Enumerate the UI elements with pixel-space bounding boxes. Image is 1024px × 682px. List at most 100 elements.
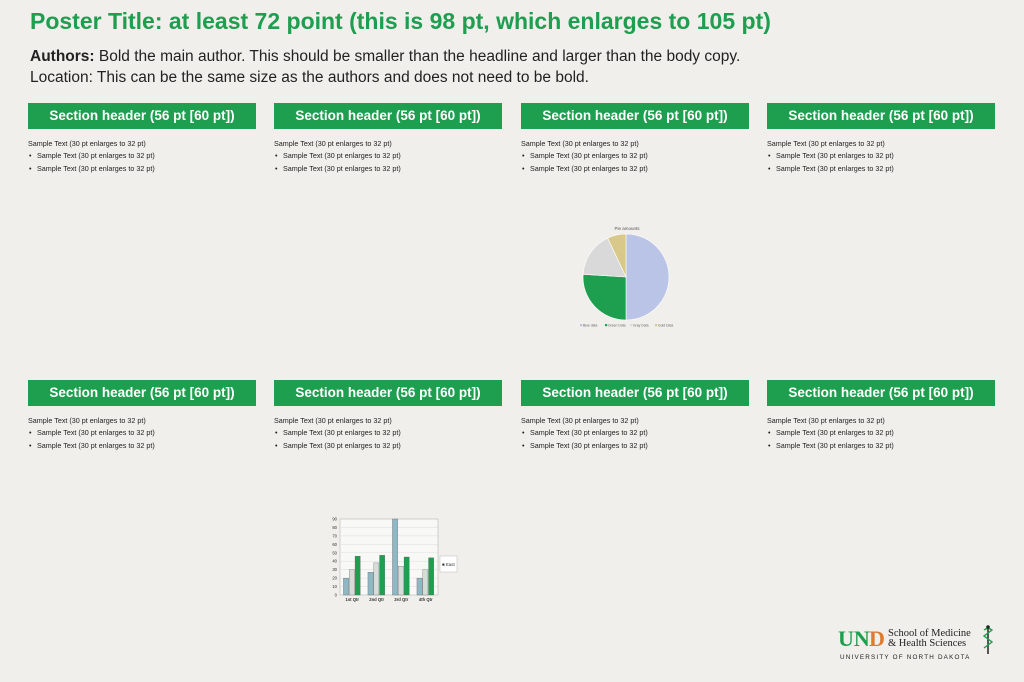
bullet-item: Sample Text (30 pt enlarges to 32 pt) <box>767 427 995 440</box>
bar <box>398 566 404 596</box>
bullet-item: Sample Text (30 pt enlarges to 32 pt) <box>274 163 502 176</box>
y-tick-label: 30 <box>332 567 337 572</box>
section-body: Sample Text (30 pt enlarges to 32 pt) Sa… <box>28 406 256 453</box>
pie-chart-svg: Pie amounts Blue data Green Data Gray Data G… <box>580 226 673 327</box>
bullet-item: Sample Text (30 pt enlarges to 32 pt) <box>767 440 995 453</box>
bar <box>422 569 429 596</box>
section-body: Sample Text (30 pt enlarges to 32 pt) Sa… <box>767 406 995 453</box>
legend-label: Blue data <box>583 323 597 327</box>
pie-slice <box>582 273 627 321</box>
und-mark: UN <box>838 626 870 651</box>
pie-slice <box>582 237 627 278</box>
legend-swatch <box>605 324 608 327</box>
bar-chart: 0 10 20 30 40 50 60 70 80 90 1st Qtr 2nd Qtr 3rd Qtr… <box>326 516 466 608</box>
section-header: Section header (56 pt [60 pt]) <box>274 103 502 129</box>
section-body: Sample Text (30 pt enlarges to 32 pt) Sa… <box>521 406 749 453</box>
school-line-1: School of Medicine <box>888 628 971 639</box>
bullet-item: Sample Text (30 pt enlarges to 32 pt) <box>521 150 749 163</box>
section-top-4: Section header (56 pt [60 pt]) Sample Te… <box>767 103 995 176</box>
bar <box>373 562 380 596</box>
caduceus-icon <box>982 625 994 654</box>
y-tick-label: 20 <box>332 576 337 581</box>
legend-label: Gold Data <box>658 323 673 327</box>
sample-text: Sample Text (30 pt enlarges to 32 pt) <box>274 139 392 148</box>
y-tick-label: 90 <box>332 517 337 522</box>
section-header: Section header (56 pt [60 pt]) <box>521 380 749 406</box>
poster-title: Poster Title: at least 72 point (this is… <box>30 8 771 34</box>
bar-chart-svg: 0 10 20 30 40 50 60 70 80 90 1st Qtr 2nd Qtr 3rd Qtr… <box>332 517 458 602</box>
y-tick-label: 0 <box>335 593 338 598</box>
x-tick-label: 4th Qtr <box>419 597 433 602</box>
section-body: Sample Text (30 pt enlarges to 32 pt) Sa… <box>521 129 749 176</box>
bar <box>428 557 434 596</box>
sample-text: Sample Text (30 pt enlarges to 32 pt) <box>521 139 639 148</box>
authors-text: Bold the main author. This should be sma… <box>98 48 741 65</box>
bar <box>379 555 385 596</box>
bullet-item: Sample Text (30 pt enlarges to 32 pt) <box>521 440 749 453</box>
section-body: Sample Text (30 pt enlarges to 32 pt) Sa… <box>28 129 256 176</box>
x-tick-label: 1st Qtr <box>346 597 360 602</box>
authors-label: Authors: <box>30 48 95 65</box>
bullet-item: Sample Text (30 pt enlarges to 32 pt) <box>274 440 502 453</box>
pie-slice <box>625 233 670 321</box>
pie-title: Pie amounts <box>614 226 640 231</box>
bullet-item: Sample Text (30 pt enlarges to 32 pt) <box>28 150 256 163</box>
und-mark-d: D <box>869 626 885 651</box>
bar <box>367 572 374 596</box>
section-bottom-1: Section header (56 pt [60 pt]) Sample Te… <box>28 380 256 453</box>
bullet-item: Sample Text (30 pt enlarges to 32 pt) <box>521 427 749 440</box>
bullet-item: Sample Text (30 pt enlarges to 32 pt) <box>28 427 256 440</box>
legend-label: Green Data <box>608 323 626 327</box>
section-header: Section header (56 pt [60 pt]) <box>767 103 995 129</box>
pie-chart: Pie amounts Blue data Green Data Gray Data G… <box>574 222 680 332</box>
section-header: Section header (56 pt [60 pt]) <box>28 103 256 129</box>
und-logo: UN D School of Medicine & Health Science… <box>838 624 998 662</box>
y-tick-label: 80 <box>332 525 337 530</box>
bullet-item: Sample Text (30 pt enlarges to 32 pt) <box>28 163 256 176</box>
section-header: Section header (56 pt [60 pt]) <box>767 380 995 406</box>
legend-swatch <box>630 324 633 327</box>
section-header: Section header (56 pt [60 pt]) <box>521 103 749 129</box>
bar <box>392 518 398 596</box>
bullet-item: Sample Text (30 pt enlarges to 32 pt) <box>521 163 749 176</box>
y-tick-label: 40 <box>332 559 337 564</box>
sample-text: Sample Text (30 pt enlarges to 32 pt) <box>521 416 639 425</box>
legend-swatch <box>580 324 583 327</box>
x-tick-label: 3rd Qtr <box>394 597 408 602</box>
bullet-item: Sample Text (30 pt enlarges to 32 pt) <box>767 150 995 163</box>
legend-swatch <box>655 324 658 327</box>
bar <box>349 569 355 596</box>
bullet-item: Sample Text (30 pt enlarges to 32 pt) <box>274 150 502 163</box>
bullet-item: Sample Text (30 pt enlarges to 32 pt) <box>274 427 502 440</box>
section-body: Sample Text (30 pt enlarges to 32 pt) Sa… <box>274 406 502 453</box>
section-header: Section header (56 pt [60 pt]) <box>274 380 502 406</box>
bar <box>343 577 349 596</box>
y-tick-label: 60 <box>332 542 337 547</box>
bar <box>416 577 423 596</box>
authors-block: Authors: Bold the main author. This shou… <box>30 46 740 88</box>
legend-label: Gray Data <box>633 323 649 327</box>
section-body: Sample Text (30 pt enlarges to 32 pt) Sa… <box>767 129 995 176</box>
legend-label: ■ East <box>442 562 455 567</box>
bullet-item: Sample Text (30 pt enlarges to 32 pt) <box>28 440 256 453</box>
und-logo-svg: UN D School of Medicine & Health Science… <box>838 625 994 661</box>
sample-text: Sample Text (30 pt enlarges to 32 pt) <box>767 416 885 425</box>
section-bottom-2: Section header (56 pt [60 pt]) Sample Te… <box>274 380 502 453</box>
bar <box>354 556 361 596</box>
y-tick-label: 10 <box>332 584 337 589</box>
sample-text: Sample Text (30 pt enlarges to 32 pt) <box>28 139 146 148</box>
bullet-item: Sample Text (30 pt enlarges to 32 pt) <box>767 163 995 176</box>
university-name: UNIVERSITY OF NORTH DAKOTA <box>840 654 971 661</box>
sample-text: Sample Text (30 pt enlarges to 32 pt) <box>274 416 392 425</box>
section-top-2: Section header (56 pt [60 pt]) Sample Te… <box>274 103 502 176</box>
section-body: Sample Text (30 pt enlarges to 32 pt) Sa… <box>274 129 502 176</box>
pie-slice <box>607 233 627 278</box>
y-tick-label: 70 <box>332 533 337 538</box>
school-line-2: & Health Sciences <box>888 638 966 649</box>
y-tick-label: 50 <box>332 550 337 555</box>
location-text: Location: This can be the same size as t… <box>30 69 589 86</box>
section-bottom-4: Section header (56 pt [60 pt]) Sample Te… <box>767 380 995 453</box>
section-bottom-3: Section header (56 pt [60 pt]) Sample Te… <box>521 380 749 453</box>
section-top-3: Section header (56 pt [60 pt]) Sample Te… <box>521 103 749 176</box>
bar <box>403 556 410 596</box>
